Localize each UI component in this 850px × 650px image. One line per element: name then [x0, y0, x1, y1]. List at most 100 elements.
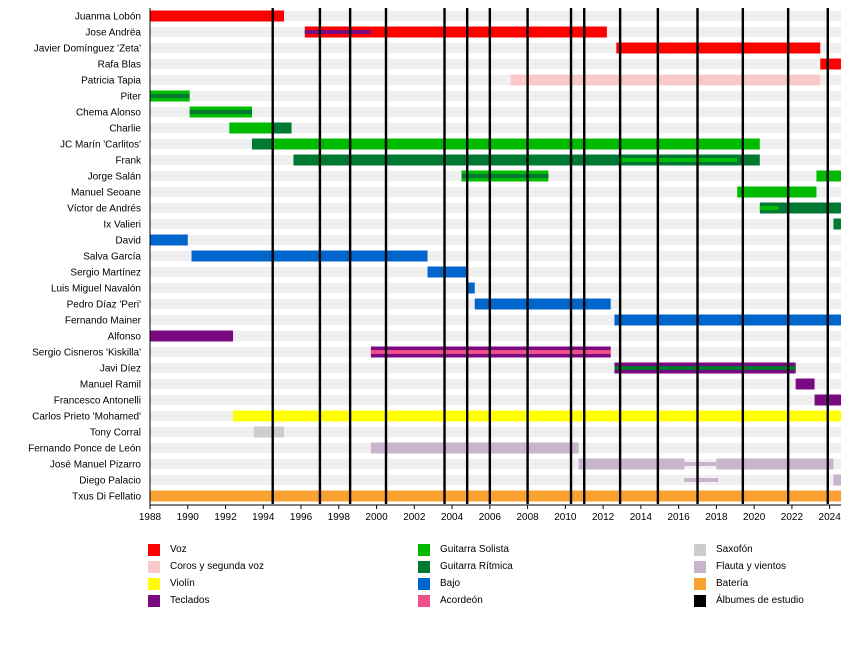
- band-timeline-chart: Juanma Lobón Jose Andrëa Javier Domínguez …: [28, 8, 841, 523]
- legend-item-flauta: Flauta y vientos: [694, 558, 804, 575]
- x-axis: 1988 1990 1992 1994 1996 1998 2000 2002 2004 2006…: [139, 8, 841, 523]
- member-name-label: Ix Valieri: [103, 220, 141, 231]
- legend-swatch: [148, 543, 160, 556]
- member-bar-gsolista: [618, 158, 738, 162]
- member-name-label: Tony Corral: [90, 428, 141, 439]
- member-name-label: Víctor de Andrés: [67, 204, 141, 215]
- member-name-label: JC Marín 'Carlitos': [60, 140, 141, 151]
- member-name-label: Rafa Blas: [98, 60, 141, 71]
- member-bar-gritmica: [150, 94, 190, 98]
- row-background: [150, 203, 841, 213]
- row-background: [150, 187, 841, 197]
- member-bar-bajo: [427, 266, 468, 278]
- row-background: [150, 267, 841, 277]
- legend-swatch: [418, 594, 430, 607]
- legend: Voz Coros y segunda voz Violín Teclados Guit…: [148, 541, 848, 613]
- member-name-label: Manuel Seoane: [71, 188, 141, 199]
- x-tick-label: 2006: [479, 512, 502, 523]
- member-name-label: Jorge Salán: [88, 172, 141, 183]
- x-tick-label: 1994: [252, 512, 275, 523]
- member-name-label: Javi Díez: [100, 364, 141, 375]
- member-name-label: Txus Di Fellatio: [72, 492, 141, 503]
- member-bar-gritmica: [189, 110, 252, 114]
- row-background: [150, 91, 841, 101]
- legend-swatch: [694, 560, 706, 573]
- legend-swatch: [418, 560, 430, 573]
- row-background: [150, 395, 841, 405]
- row-background: [150, 11, 841, 21]
- member-bar-saxofon: [253, 426, 285, 438]
- member-bar-voz: [150, 10, 285, 22]
- member-bar-flauta: [716, 458, 834, 470]
- x-tick-label: 2012: [592, 512, 615, 523]
- legend-item-teclados: Teclados: [148, 592, 264, 609]
- legend-label: Bajo: [440, 578, 461, 589]
- x-tick-label: 2016: [668, 512, 691, 523]
- legend-item-acordeon: Acordeón: [418, 592, 513, 609]
- member-bar-gritmica: [759, 202, 841, 214]
- member-name-label: Manuel Ramil: [80, 380, 141, 391]
- member-name-label: Fernando Ponce de León: [28, 444, 141, 455]
- legend-label: Guitarra Solista: [440, 544, 509, 555]
- x-tick-label: 2022: [781, 512, 804, 523]
- legend-item-gsolista: Guitarra Solista: [418, 541, 513, 558]
- member-name-label: Salva García: [83, 252, 141, 263]
- member-bar-bajo: [150, 234, 188, 246]
- legend-label: Coros y segunda voz: [170, 561, 264, 572]
- member-name-label: Francesco Antonelli: [54, 396, 141, 407]
- legend-swatch: [418, 577, 430, 590]
- legend-column: Saxofón Flauta y vientos Batería Álbumes de…: [694, 541, 804, 609]
- legend-swatch: [148, 577, 160, 590]
- member-bar-gritmica: [461, 174, 549, 178]
- x-tick-label: 1998: [328, 512, 351, 523]
- row-background: [150, 379, 841, 389]
- legend-label: Batería: [716, 578, 749, 589]
- row-background: [150, 123, 841, 133]
- member-bar-bateria: [150, 490, 841, 502]
- legend-column: Guitarra Solista Guitarra Rítmica Bajo Acor…: [418, 541, 513, 609]
- x-tick-label: 2014: [630, 512, 653, 523]
- member-name-label: Sergio Cisneros 'Kiskilla': [32, 348, 141, 359]
- row-background: [150, 235, 841, 245]
- member-bar-gsolista: [737, 186, 817, 198]
- row-background: [150, 43, 841, 53]
- x-tick-label: 2024: [819, 512, 842, 523]
- member-name-label: Luis Miguel Navalón: [51, 284, 141, 295]
- member-bar-teclados: [795, 378, 815, 390]
- row-background: [150, 427, 841, 437]
- row-background: [150, 331, 841, 341]
- row-background: [150, 219, 841, 229]
- legend-label: Acordeón: [440, 595, 483, 606]
- member-names: Juanma Lobón Jose Andrëa Javier Domínguez …: [28, 12, 142, 503]
- x-tick-label: 2002: [403, 512, 426, 523]
- legend-swatch: [418, 543, 430, 556]
- member-name-label: David: [115, 236, 141, 247]
- x-tick-label: 2008: [516, 512, 539, 523]
- legend-label: Flauta y vientos: [716, 561, 787, 572]
- legend-item-gritmica: Guitarra Rítmica: [418, 558, 513, 575]
- member-name-label: Charlie: [109, 124, 141, 135]
- member-bar-voz: [820, 58, 841, 70]
- album-lines: [271, 8, 829, 504]
- member-bar-flauta: [578, 458, 685, 470]
- x-tick-label: 1992: [214, 512, 237, 523]
- member-bar-violin: [233, 410, 841, 422]
- legend-item-bajo: Bajo: [418, 575, 513, 592]
- member-bar-gritmica: [614, 366, 796, 370]
- row-background: [150, 459, 841, 469]
- member-bar-bajo: [614, 314, 841, 326]
- member-bar-teclados: [150, 330, 234, 342]
- member-bar-bajo: [467, 282, 475, 294]
- member-name-label: Fernando Mainer: [65, 316, 142, 327]
- member-name-label: Pedro Díaz 'Peri': [67, 300, 141, 311]
- legend-label: Guitarra Rítmica: [440, 561, 513, 572]
- legend-swatch: [694, 543, 706, 556]
- member-bar-gsolista: [272, 138, 760, 150]
- x-tick-label: 2010: [554, 512, 577, 523]
- member-name-label: Jose Andrëa: [85, 28, 141, 39]
- member-name-label: Frank: [115, 156, 142, 167]
- legend-swatch: [148, 594, 160, 607]
- member-name-label: Piter: [120, 92, 141, 103]
- row-background: [150, 59, 841, 69]
- x-tick-label: 1990: [177, 512, 200, 523]
